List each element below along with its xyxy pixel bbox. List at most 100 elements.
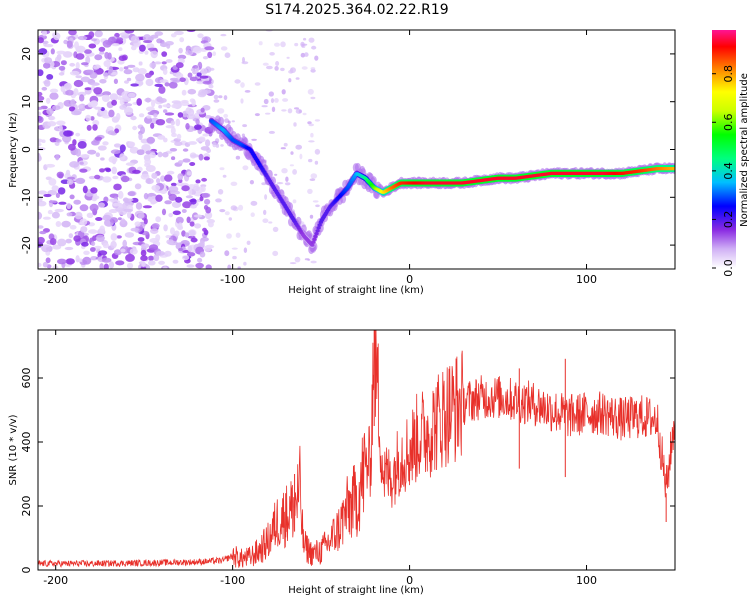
noise-blob [189,204,197,209]
noise-blob [51,185,59,192]
noise-blob [192,65,199,69]
noise-blob [66,202,72,210]
noise-blob [141,261,146,268]
noise-blob [146,115,152,119]
noise-blob [38,211,43,220]
snr-x-ticks: -200 -100 0 100 [43,330,597,587]
noise-blob [175,216,184,224]
noise-blob [201,177,208,182]
noise-blob [218,95,223,99]
noise-blob [311,45,317,50]
noise-blob [308,158,313,163]
noise-blob [194,124,202,130]
noise-blob [310,96,316,100]
noise-blob [38,196,43,202]
noise-blob [281,89,286,95]
noise-blob [102,91,112,96]
noise-blob [179,77,186,82]
noise-blob [154,31,164,36]
noise-blob [111,43,120,47]
noise-blob [263,209,267,215]
noise-blob [274,66,279,71]
noise-blob [80,226,88,233]
noise-blob [82,185,88,194]
snr-y-label: SNR (10 * v/v) [8,414,19,485]
noise-blob [91,197,97,202]
noise-blob [137,68,147,75]
noise-blob [102,40,112,48]
noise-blob [63,83,71,89]
noise-blob [302,112,307,116]
noise-blob [263,98,269,105]
noise-blob [161,61,167,65]
noise-blob [150,50,158,59]
noise-blob [181,185,190,192]
noise-blob [190,198,197,205]
noise-blob [93,87,103,95]
noise-blob [55,154,60,161]
noise-blob [137,213,145,219]
noise-blob [108,198,118,202]
spectrogram-y-label: Frequency (Hz) [8,112,19,188]
noise-blob [94,245,102,250]
noise-blob [295,77,300,80]
noise-blob [242,165,249,171]
noise-blob [155,194,163,202]
noise-blob [53,32,61,41]
noise-blob [219,167,225,171]
noise-blob [90,247,96,252]
noise-blob [145,78,154,87]
noise-blob [298,109,302,114]
noise-blob [60,85,66,93]
noise-blob [188,187,193,196]
noise-blob [169,81,178,89]
noise-blob [163,109,168,113]
noise-blob [65,89,74,96]
noise-blob [44,57,53,64]
noise-blob [81,241,89,247]
noise-blob [157,135,166,140]
noise-blob [103,60,111,68]
noise-blob [162,68,168,75]
noise-blob [290,151,294,155]
noise-blob [117,190,124,199]
noise-blob [186,216,191,224]
noise-blob [230,181,238,186]
noise-blob [147,255,155,261]
noise-blob [177,173,184,181]
noise-blob [280,67,285,72]
noise-blob [186,114,196,120]
noise-blob [199,75,209,79]
noise-blob [205,264,212,269]
noise-blob [182,158,191,163]
noise-blob [82,256,92,265]
noise-blob [268,130,275,134]
spectrogram-x-tick-label: -200 [43,273,68,286]
noise-blob [98,250,108,256]
noise-blob [171,156,176,161]
noise-blob [120,218,126,225]
noise-blob [175,62,184,69]
noise-blob [202,56,209,60]
noise-blob [262,218,269,223]
noise-blob [64,246,74,251]
noise-blob [244,90,251,93]
noise-blob [142,34,152,42]
noise-blob [250,200,258,206]
noise-blob [274,173,278,176]
noise-blob [314,148,321,155]
noise-blob [197,33,204,39]
spectrogram-noise-field [38,30,321,269]
noise-blob [231,120,235,123]
noise-blob [116,235,122,239]
snr-x-tick-label: -100 [220,574,245,587]
noise-blob [168,185,179,193]
noise-blob [270,98,275,104]
noise-blob [38,236,45,244]
noise-blob [307,188,313,194]
noise-blob [122,239,127,248]
noise-blob [196,72,202,77]
noise-blob [66,40,73,48]
noise-blob [38,190,47,195]
